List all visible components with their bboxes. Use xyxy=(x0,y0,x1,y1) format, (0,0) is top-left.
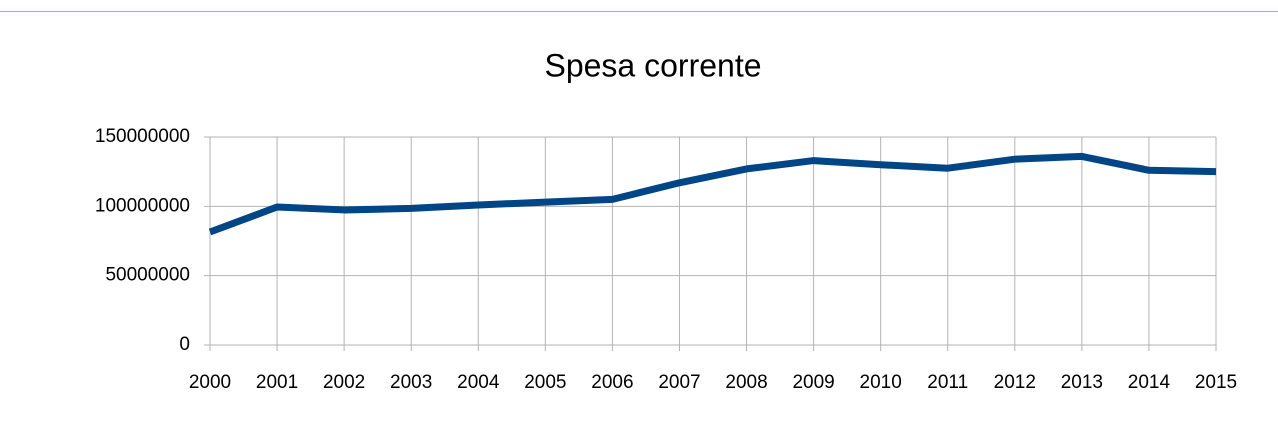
x-tick-label: 2011 xyxy=(927,372,968,393)
x-tick-label: 2001 xyxy=(256,372,298,393)
x-tick-label: 2014 xyxy=(1128,372,1171,393)
x-tick-label: 2002 xyxy=(323,372,365,393)
chart-title: Spesa corrente xyxy=(544,47,761,83)
x-tick-label: 2015 xyxy=(1195,372,1237,393)
x-tick-label: 2010 xyxy=(860,372,902,393)
x-tick-label: 2005 xyxy=(524,372,566,393)
x-tick-label: 2003 xyxy=(390,372,432,393)
x-tick-label: 2004 xyxy=(457,372,500,393)
x-tick-label: 2009 xyxy=(792,372,834,393)
y-tick-label: 50000000 xyxy=(105,265,190,286)
x-tick-label: 2006 xyxy=(591,372,633,393)
x-tick-label: 2008 xyxy=(725,372,767,393)
x-tick-label: 2012 xyxy=(994,372,1036,393)
y-tick-label: 0 xyxy=(179,334,190,355)
x-tick-label: 2007 xyxy=(658,372,700,393)
y-tick-label: 150000000 xyxy=(95,126,190,147)
x-tick-label: 2000 xyxy=(189,372,231,393)
x-tick-label: 2013 xyxy=(1061,372,1103,393)
y-tick-label: 100000000 xyxy=(95,195,190,216)
data-line xyxy=(208,152,1217,236)
